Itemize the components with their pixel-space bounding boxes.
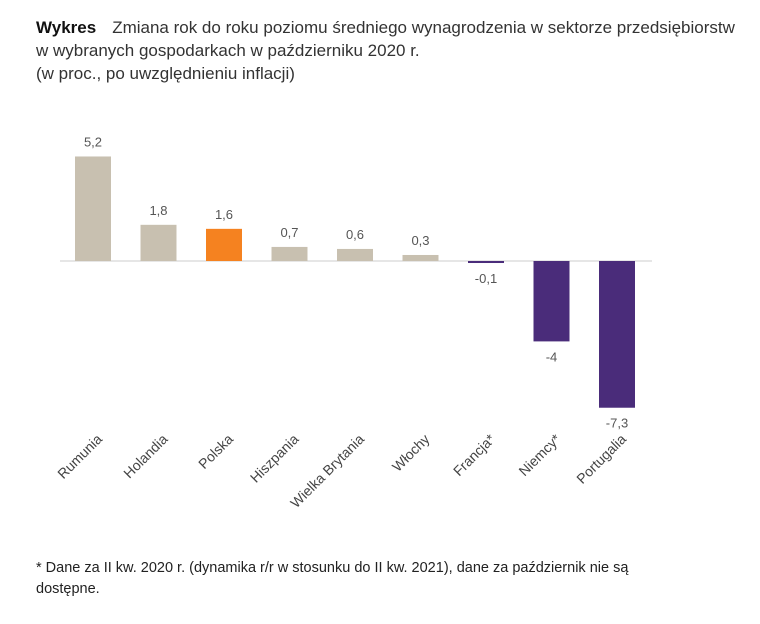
- data-label-francja: -0,1: [475, 271, 497, 286]
- category-label-portugalia: Portugalia: [573, 431, 629, 487]
- bar-wielka-brytania: [337, 248, 373, 261]
- category-label-polska: Polska: [195, 431, 236, 472]
- chart-subtitle: (w proc., po uwzględnieniu inflacji): [36, 64, 295, 83]
- bar-rumunia: [75, 156, 111, 261]
- category-label-rumunia: Rumunia: [54, 431, 105, 482]
- bar-hiszpania: [271, 246, 308, 261]
- category-label-hiszpania: Hiszpania: [247, 431, 302, 486]
- data-label-włochy: 0,3: [411, 233, 429, 248]
- bar-francja: [468, 261, 504, 264]
- footnote: * Dane za II kw. 2020 r. (dynamika r/r w…: [36, 560, 629, 597]
- data-label-niemcy: -4: [546, 349, 558, 364]
- bar-portugalia: [599, 261, 635, 408]
- bar-włochy: [402, 254, 439, 261]
- data-label-wielka-brytania: 0,6: [346, 227, 364, 242]
- bar-chart: 5,2 Rumunia 1,8 Holandia 1,6 Polska 0,7 Hiszpan…: [54, 134, 652, 511]
- category-label-niemcy: Niemcy*: [515, 430, 564, 479]
- chart-header: Wykres Zmiana rok do roku poziomu średnie…: [36, 16, 736, 85]
- data-label-holandia: 1,8: [149, 203, 167, 218]
- bar-polska: [206, 228, 242, 261]
- category-label-włochy: Włochy: [389, 431, 433, 475]
- data-label-portugalia: -7,3: [606, 416, 628, 431]
- data-label-rumunia: 5,2: [84, 134, 102, 149]
- data-label-polska: 1,6: [215, 207, 233, 222]
- bar-holandia: [140, 224, 177, 261]
- chart-title: Zmiana rok do roku poziomu średniego wyn…: [36, 18, 735, 60]
- category-label-holandia: Holandia: [120, 431, 171, 482]
- category-label-francja: Francja*: [450, 430, 499, 479]
- data-label-hiszpania: 0,7: [280, 225, 298, 240]
- chart-label: Wykres: [36, 18, 97, 37]
- bar-niemcy: [533, 261, 570, 342]
